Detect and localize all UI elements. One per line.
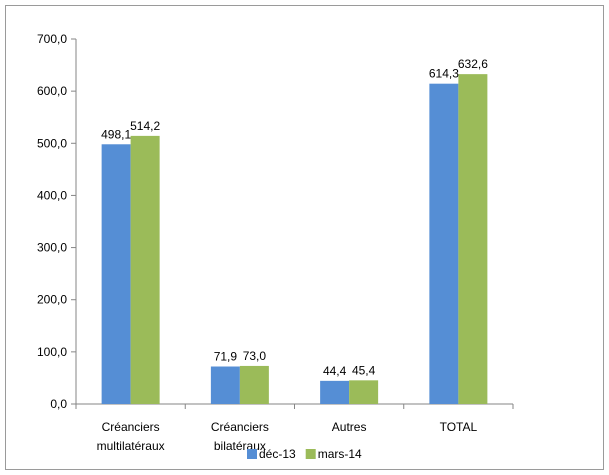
bar-mars-14-1 [239,365,269,404]
legend-swatch-mars-14 [305,449,316,459]
data-label: 498,1 [101,127,131,141]
bars [101,74,488,405]
bar-déc-13-2 [320,380,350,404]
y-tick-label: 300,0 [37,241,67,255]
category-label: TOTAL [440,420,478,434]
legend-label: mars-14 [318,447,362,461]
x-axis [75,403,514,409]
y-axis: 0,0 100,0 200,0 300,0 400,0 500,0 600,0 700,0 [37,32,77,411]
bar-déc-13-0 [101,144,131,404]
category-label: Créanciers [102,420,160,434]
data-label: 71,9 [214,350,238,364]
bar-chart: 0,0 100,0 200,0 300,0 400,0 500,0 600,0 700,0 4… [37,32,514,461]
y-tick-label: 600,0 [37,84,67,98]
legend: déc-13 mars-14 [247,447,362,461]
category-label: Créanciers [211,420,269,434]
y-tick-label: 100,0 [37,345,67,359]
bar-mars-14-3 [458,74,488,404]
data-label: 614,3 [429,67,459,81]
y-tick-label: 500,0 [37,136,67,150]
bar-mars-14-2 [349,380,379,404]
chart-frame: 0,0 100,0 200,0 300,0 400,0 500,0 600,0 700,0 4… [5,5,604,470]
data-label: 44,4 [323,364,347,378]
bar-déc-13-3 [429,83,459,404]
data-label: 514,2 [130,119,160,133]
y-tick-label: 700,0 [37,32,67,46]
legend-swatch-déc-13 [247,449,257,459]
y-tick-label: 0,0 [50,397,67,411]
y-tick-label: 400,0 [37,188,67,202]
category-label: Autres [332,420,367,434]
data-label: 632,6 [458,57,488,71]
bar-déc-13-1 [210,366,240,404]
legend-label: déc-13 [259,447,296,461]
category-label: multilatéraux [97,439,165,453]
y-tick-label: 200,0 [37,293,67,307]
data-label: 73,0 [243,349,267,363]
data-label: 45,4 [352,363,376,377]
bar-mars-14-0 [130,135,160,405]
